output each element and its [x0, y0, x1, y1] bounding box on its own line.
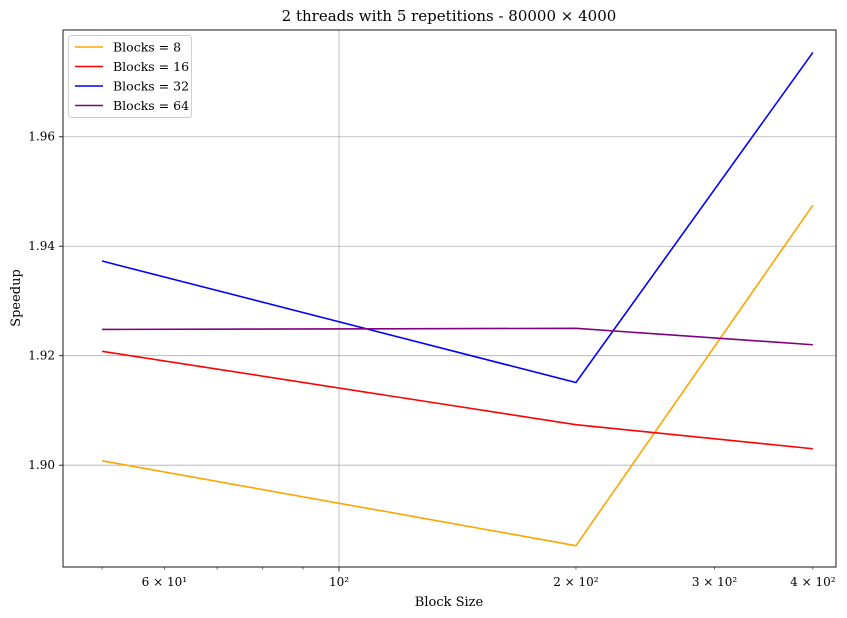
legend: Blocks = 8 Blocks = 16 Blocks = 32 Blocks =… — [68, 35, 192, 118]
y-axis-ticks: 1.90 1.92 1.94 1.96 — [28, 130, 63, 472]
y-tick-label: 1.96 — [28, 130, 55, 144]
y-axis-label: Speedup — [9, 269, 24, 327]
legend-label: Blocks = 8 — [113, 39, 181, 54]
x-tick-label: 6 × 10¹ — [142, 575, 187, 589]
series-lines — [101, 51, 814, 547]
x-axis-ticks: 6 × 10¹ 10² 2 × 10² 3 × 10² 4 × 10² — [101, 567, 836, 589]
series-line-blocks-16 — [101, 350, 813, 450]
legend-label: Blocks = 16 — [113, 59, 189, 74]
grid — [63, 30, 836, 567]
plot-area-frame — [62, 29, 837, 568]
series-line-blocks-8 — [101, 204, 814, 547]
y-tick-label: 1.92 — [28, 349, 55, 363]
legend-label: Blocks = 64 — [113, 98, 189, 113]
x-tick-label: 4 × 10² — [790, 575, 836, 589]
x-tick-label: 10² — [329, 575, 349, 589]
x-axis-label: Block Size — [415, 595, 484, 610]
y-tick-label: 1.90 — [28, 458, 55, 472]
legend-label: Blocks = 32 — [113, 78, 189, 93]
series-line-blocks-64 — [102, 327, 813, 346]
chart-title: 2 threads with 5 repetitions - 80000 × 4… — [282, 7, 617, 25]
legend-box — [68, 35, 192, 118]
series-line-blocks-32 — [101, 51, 814, 384]
y-tick-label: 1.94 — [28, 239, 55, 253]
x-tick-label: 2 × 10² — [553, 575, 599, 589]
x-tick-label: 3 × 10² — [692, 575, 738, 589]
